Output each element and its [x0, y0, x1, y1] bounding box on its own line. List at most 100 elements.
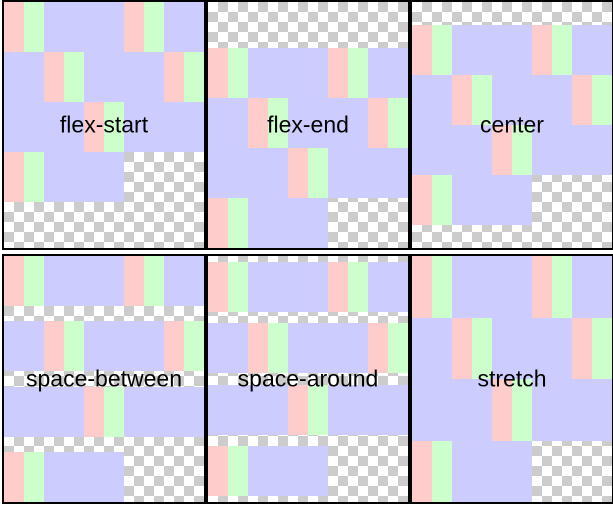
- flex-item: [412, 25, 432, 75]
- flex-item: [208, 198, 228, 248]
- flex-item: [532, 25, 552, 75]
- flex-item: [552, 25, 572, 75]
- flex-item: [452, 256, 492, 318]
- flex-item: [84, 52, 124, 102]
- flex-item: [228, 48, 248, 98]
- flex-item: [288, 48, 328, 98]
- flex-item: [412, 125, 452, 175]
- flex-item: [572, 25, 612, 75]
- flex-item: [44, 256, 84, 306]
- flex-item: [144, 2, 164, 52]
- flex-item: [388, 323, 408, 374]
- flex-item: [368, 148, 408, 198]
- flex-item: [328, 261, 348, 312]
- flex-item: [64, 321, 84, 372]
- panel-center: center: [410, 0, 613, 250]
- flex-item: [552, 256, 572, 318]
- flex-item: [368, 261, 408, 312]
- flex-item: [4, 321, 44, 372]
- flex-item: [124, 386, 164, 437]
- flex-item: [412, 175, 432, 225]
- flex-item: [84, 451, 124, 502]
- flex-item: [288, 446, 328, 497]
- flex-item: [288, 98, 328, 148]
- flex-item: [432, 256, 452, 318]
- flex-item: [4, 52, 44, 102]
- flex-item: [572, 379, 612, 441]
- flex-item: [328, 98, 368, 148]
- flex-item: [184, 52, 204, 102]
- flex-item: [104, 102, 124, 152]
- flex-item: [124, 52, 164, 102]
- flex-item: [492, 75, 532, 125]
- flex-item: [24, 2, 44, 52]
- flex-item: [164, 321, 184, 372]
- flex-item: [248, 323, 268, 374]
- flex-item: [592, 317, 612, 379]
- flex-item: [592, 75, 612, 125]
- flex-item: [492, 317, 532, 379]
- flex-item: [532, 317, 572, 379]
- flex-item: [532, 379, 572, 441]
- flex-item: [368, 384, 408, 435]
- flex-item: [572, 125, 612, 175]
- flex-item: [208, 98, 248, 148]
- flex-item: [248, 384, 288, 435]
- flex-item: [44, 52, 64, 102]
- flex-item: [412, 317, 452, 379]
- flex-item: [164, 256, 204, 306]
- flex-item: [288, 261, 328, 312]
- flex-item: [452, 317, 472, 379]
- flex-item: [248, 446, 288, 497]
- flex-item: [208, 323, 248, 374]
- flex-item: [328, 148, 368, 198]
- flex-item: [228, 198, 248, 248]
- flex-item: [24, 451, 44, 502]
- flex-item: [412, 379, 452, 441]
- flex-item: [412, 256, 432, 318]
- flex-item: [84, 386, 104, 437]
- flex-item: [164, 52, 184, 102]
- flex-item: [208, 48, 228, 98]
- flex-item: [248, 98, 268, 148]
- flex-item: [472, 75, 492, 125]
- flex-item: [512, 125, 532, 175]
- flex-item: [84, 102, 104, 152]
- flex-item: [412, 440, 432, 502]
- flex-item: [248, 198, 288, 248]
- flex-item: [4, 152, 24, 202]
- flex-item: [64, 52, 84, 102]
- flex-item: [208, 384, 248, 435]
- flex-item: [248, 261, 288, 312]
- flex-item: [208, 261, 228, 312]
- flex-item: [44, 2, 84, 52]
- flex-item: [572, 317, 592, 379]
- flex-item: [452, 440, 492, 502]
- flex-item: [184, 321, 204, 372]
- flex-item: [228, 261, 248, 312]
- flex-item: [4, 451, 24, 502]
- flex-item: [492, 125, 512, 175]
- flex-item: [348, 261, 368, 312]
- flex-item: [44, 386, 84, 437]
- flex-item: [288, 323, 328, 374]
- flex-item: [44, 152, 84, 202]
- flex-item: [24, 256, 44, 306]
- flex-item: [452, 75, 472, 125]
- flex-item: [84, 256, 124, 306]
- flex-item: [308, 148, 328, 198]
- flex-item: [492, 25, 532, 75]
- flex-item: [328, 323, 368, 374]
- flex-item: [348, 48, 368, 98]
- flex-item: [84, 2, 124, 52]
- flex-item: [104, 386, 124, 437]
- flex-item: [4, 2, 24, 52]
- flex-item: [164, 2, 204, 52]
- flex-item: [572, 75, 592, 125]
- flex-item: [44, 451, 84, 502]
- flex-item: [164, 102, 204, 152]
- flex-item: [44, 321, 64, 372]
- flex-item: [288, 198, 328, 248]
- flex-item: [452, 175, 492, 225]
